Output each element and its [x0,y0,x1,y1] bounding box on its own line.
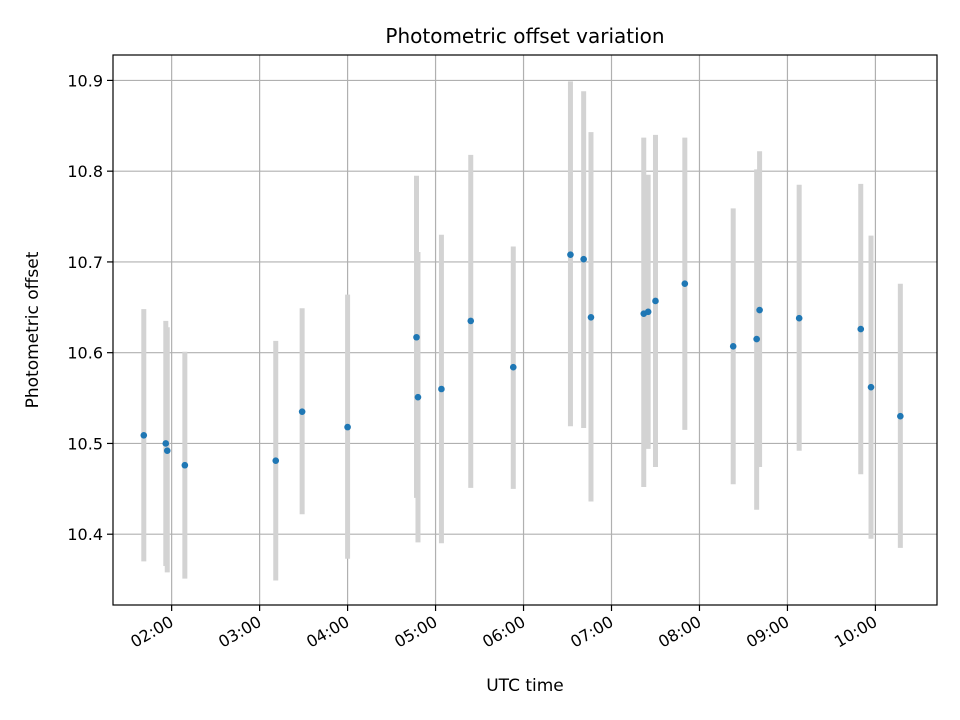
data-point [867,383,875,391]
data-point [298,408,306,415]
data-point [857,325,865,333]
data-point [567,251,574,258]
data-point [467,317,475,325]
chart-title: Photometric offset variation [385,24,664,48]
data-point [795,314,803,322]
y-tick-label: 10.9 [67,71,103,90]
y-axis-title: Photometric offset [23,251,43,408]
data-point [272,457,280,464]
data-point [681,280,689,288]
data-point [897,412,904,420]
y-tick-label: 10.4 [67,525,103,544]
data-point [587,313,595,321]
data-point [344,423,351,431]
data-point [413,333,420,341]
data-point [756,306,763,314]
y-tick-label: 10.7 [67,253,103,272]
data-point [162,440,170,447]
grid-lines [113,55,937,605]
data-point [644,308,652,316]
data-point [652,297,659,305]
x-axis-title: UTC time [486,676,564,696]
data-point [729,343,737,350]
data-point [163,447,171,455]
plot-frame [112,54,938,606]
data-point [753,335,760,343]
data-point [580,255,587,263]
data-point [181,461,189,469]
data-point [509,363,517,371]
data-point [140,431,148,439]
data-point [414,393,422,401]
y-tick-label: 10.6 [67,344,103,363]
y-tick-label: 10.8 [67,162,103,181]
data-points [140,251,904,469]
data-point [438,385,445,393]
y-tick-label: 10.5 [67,434,103,453]
